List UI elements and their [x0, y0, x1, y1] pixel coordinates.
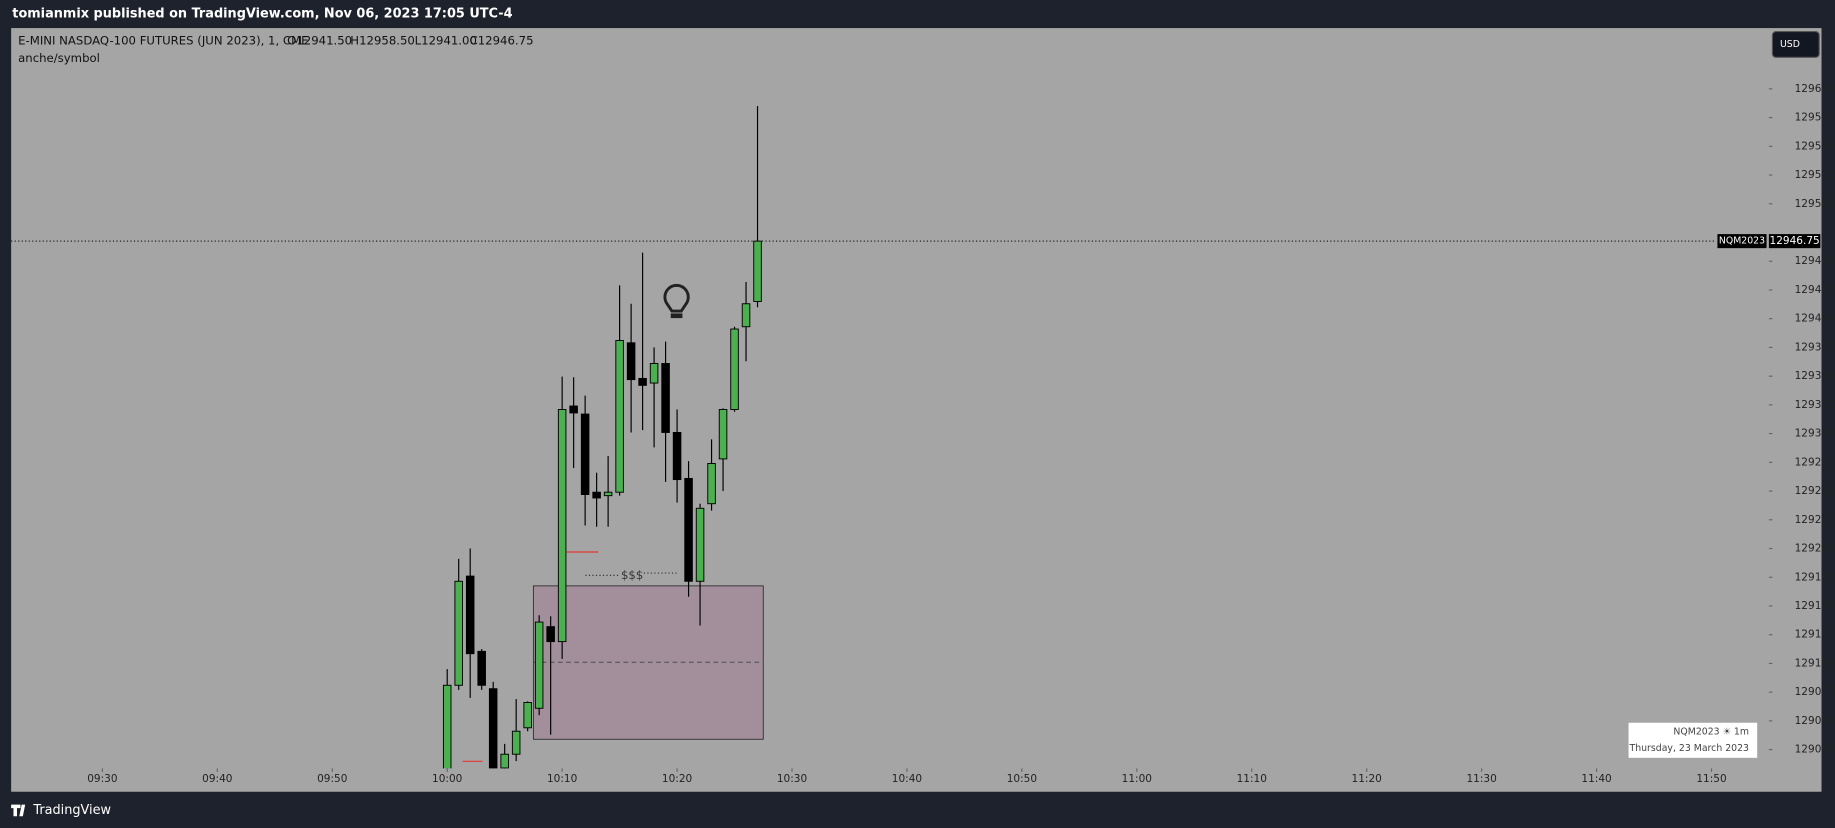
publisher: tomianmix published on TradingView.com, …: [12, 7, 512, 22]
brand-name: TradingView: [32, 803, 111, 818]
x-tick-label: 11:30: [1466, 773, 1496, 785]
candle-body: [557, 409, 567, 643]
y-tick-label: 12912.50: [1795, 629, 1835, 641]
ohlc-low: L12941.00: [415, 33, 477, 47]
x-tick-label: 10:00: [432, 773, 462, 785]
watermark-date: Thursday, 23 March 2023: [1629, 743, 1750, 754]
candle-body: [580, 413, 590, 495]
brand-logo: [11, 804, 26, 817]
candle-body: [626, 342, 636, 381]
y-tick-label: 12910.00: [1795, 657, 1835, 669]
x-tick-label: 11:00: [1122, 773, 1152, 785]
y-tick-label: 12942.50: [1795, 284, 1835, 296]
y-tick-label: 12937.50: [1795, 341, 1835, 353]
symbol-tag: [1717, 234, 1767, 249]
y-tick-label: 12960.00: [1795, 83, 1835, 95]
subtitle: anche/symbol: [18, 51, 100, 65]
y-tick-label: 12955.00: [1795, 140, 1835, 152]
candle-body: [695, 507, 705, 582]
candle-body: [603, 491, 613, 497]
price-tag: [1768, 234, 1821, 249]
y-tick-label: 12922.50: [1795, 514, 1835, 526]
candle-body: [534, 621, 544, 709]
x-tick-label: 10:50: [1007, 773, 1037, 785]
x-tick-label: 11:10: [1237, 773, 1267, 785]
candle-body: [649, 363, 659, 384]
x-tick-label: 10:40: [892, 773, 922, 785]
candle-body: [569, 405, 578, 414]
x-tick-label: 11:40: [1581, 773, 1611, 785]
ohlc-close: C12946.75: [470, 33, 534, 47]
y-tick-label: 12945.00: [1795, 255, 1835, 267]
x-tick-label: 09:50: [317, 773, 347, 785]
candle-body: [753, 240, 762, 302]
y-tick-label: 12920.00: [1795, 543, 1835, 555]
candle-body: [741, 303, 751, 328]
candle-body: [477, 650, 486, 686]
candle-body: [442, 684, 452, 769]
candle-body: [718, 409, 728, 460]
plot: $$$: [442, 106, 764, 769]
candle-body: [592, 491, 601, 499]
y-tick-label: 12917.50: [1795, 571, 1835, 583]
y-tick-label: 12925.00: [1795, 485, 1835, 497]
y-tick-label: 12927.50: [1795, 456, 1835, 468]
bulb-base: [670, 313, 683, 319]
candle-body: [488, 688, 498, 769]
currency: USD: [1780, 39, 1800, 50]
x-tick-label: 10:20: [662, 773, 692, 785]
candle-body: [672, 431, 682, 481]
candle-body: [730, 328, 739, 410]
y-tick-label: 12932.50: [1795, 399, 1835, 411]
y-tick-label: 12905.00: [1795, 715, 1835, 727]
plot-background: [11, 28, 1822, 792]
candle-body: [454, 580, 463, 686]
x-tick-label: 11:20: [1352, 773, 1382, 785]
brand: TradingView: [11, 803, 111, 818]
currency-button[interactable]: USD: [1771, 30, 1820, 58]
watermark-bg: [1628, 722, 1758, 758]
candle-body: [546, 626, 555, 643]
chart-title: E-MINI NASDAQ-100 FUTURES (JUN 2023), 1,…: [18, 33, 308, 47]
candle-body: [661, 363, 670, 433]
x-tick-label: 10:10: [547, 773, 577, 785]
ohlc-high: H12958.50: [350, 33, 415, 47]
x-tick-label: 09:30: [87, 773, 117, 785]
ohlc-open: O12941.50: [287, 33, 352, 47]
candle-body: [523, 702, 532, 729]
symbol-label: NQM2023: [1719, 236, 1765, 247]
y-tick-label: 12940.00: [1795, 313, 1835, 325]
y-tick-label: 12957.50: [1795, 112, 1835, 124]
candle-body: [511, 730, 521, 755]
y-tick-label: 12902.50: [1795, 744, 1835, 756]
x-tick-label: 11:50: [1696, 773, 1726, 785]
candle-body: [615, 340, 624, 493]
y-tick-label: 12935.00: [1795, 370, 1835, 382]
y-tick-label: 12950.00: [1795, 198, 1835, 210]
y-tick-label: 12915.00: [1795, 600, 1835, 612]
y-tick-label: 12930.00: [1795, 428, 1835, 440]
candle-body: [707, 463, 716, 505]
annotation: $$$: [621, 568, 643, 582]
bulb: [663, 283, 690, 313]
x-tick-label: 09:40: [202, 773, 232, 785]
watermark-box: NQM2023 ☀ 1m Thursday, 23 March 2023: [1628, 722, 1758, 758]
y-tick-label: 12907.50: [1795, 686, 1835, 698]
candle-body: [465, 575, 475, 655]
lightbulb-icon: [663, 283, 690, 319]
watermark-symbol: NQM2023 ☀ 1m: [1673, 727, 1749, 738]
candle-body: [684, 477, 693, 582]
y-tick-label: 12952.50: [1795, 169, 1835, 181]
candle-body: [500, 753, 509, 769]
currency-button-bg: [1771, 30, 1820, 58]
candle-body: [638, 377, 647, 386]
last-price-label: 12946.75: [1770, 235, 1820, 247]
x-tick-label: 10:30: [777, 773, 807, 785]
